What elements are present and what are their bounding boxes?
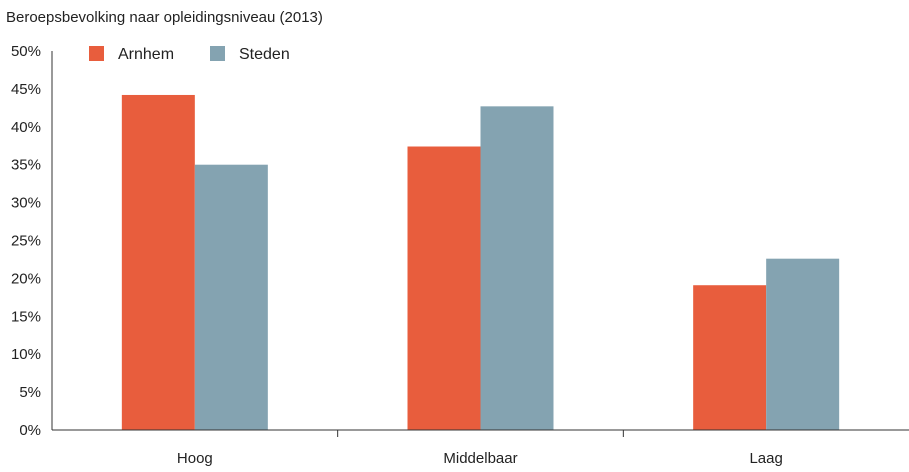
legend-label-steden: Steden xyxy=(239,46,290,63)
bars xyxy=(121,94,840,431)
chart-title: Beroepsbevolking naar opleidingsniveau (… xyxy=(6,9,323,26)
legend: Arnhem Steden xyxy=(89,46,290,63)
y-tick-label: 0% xyxy=(19,422,41,439)
legend-swatch-steden xyxy=(210,46,225,61)
x-tick-label: Middelbaar xyxy=(443,450,517,467)
y-tick-label: 10% xyxy=(11,346,41,363)
y-tick-label: 5% xyxy=(19,384,41,401)
y-axis: 0% 5% 10% 15% 20% 25% 30% 35% 40% 45% 50% xyxy=(11,43,53,439)
y-tick-label: 35% xyxy=(11,157,41,174)
x-tick-label: Hoog xyxy=(177,450,213,467)
bar-steden-middelbaar xyxy=(480,106,554,431)
y-tick-label: 25% xyxy=(11,233,41,250)
bar-steden-laag xyxy=(766,258,840,430)
bar-arnhem-laag xyxy=(693,285,767,430)
y-tick-label: 15% xyxy=(11,308,41,325)
legend-swatch-arnhem xyxy=(89,46,104,61)
bar-steden-hoog xyxy=(194,164,268,430)
bar-arnhem-hoog xyxy=(121,94,195,431)
y-tick-label: 20% xyxy=(11,270,41,287)
x-axis: Hoog Middelbaar Laag xyxy=(52,429,909,467)
bar-arnhem-middelbaar xyxy=(407,146,481,430)
y-tick-label: 30% xyxy=(11,195,41,212)
y-tick-label: 50% xyxy=(11,43,41,60)
y-tick-label: 40% xyxy=(11,119,41,136)
x-tick-label: Laag xyxy=(749,450,782,467)
legend-label-arnhem: Arnhem xyxy=(118,46,174,63)
y-tick-label: 45% xyxy=(11,81,41,98)
